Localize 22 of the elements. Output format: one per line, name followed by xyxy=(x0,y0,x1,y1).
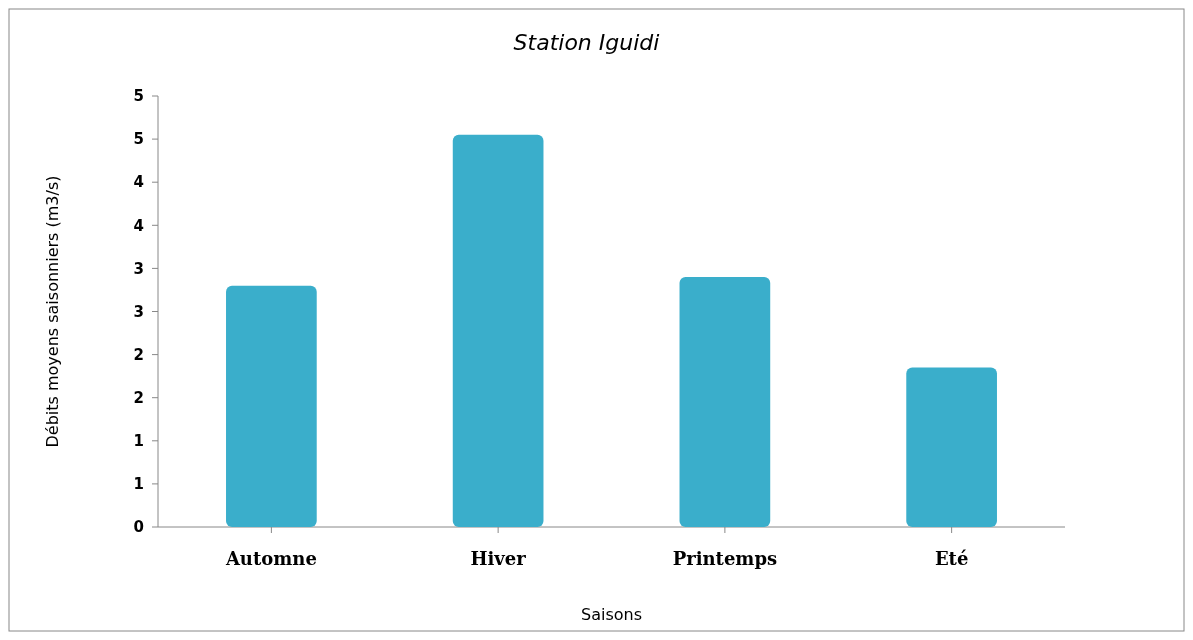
y-tick-label: 3 xyxy=(133,259,144,278)
bar xyxy=(679,277,771,527)
y-tick-label: 4 xyxy=(133,216,144,235)
y-tick-label: 1 xyxy=(133,475,144,494)
y-tick-label: 1 xyxy=(133,432,144,451)
y-axis-title: Débits moyens saisonniers (m3/s) xyxy=(43,175,62,448)
y-tick-label: 5 xyxy=(133,87,144,106)
x-tick-label: Printemps xyxy=(672,548,778,569)
x-tick-label: Automne xyxy=(224,548,317,569)
y-tick-label: 3 xyxy=(133,302,144,321)
y-tick-label: 5 xyxy=(133,130,144,149)
y-tick-label: 2 xyxy=(133,345,144,364)
bar xyxy=(226,285,317,527)
x-tick-label: Eté xyxy=(934,548,969,569)
y-tick-label: 0 xyxy=(133,518,144,537)
x-axis-title: Saisons xyxy=(580,605,643,624)
bar xyxy=(906,367,997,527)
y-tick-label: 4 xyxy=(133,173,144,192)
bar xyxy=(452,134,544,527)
y-tick-label: 2 xyxy=(133,388,144,407)
x-tick-label: Hiver xyxy=(470,548,527,569)
chart-title: Station Iguidi xyxy=(513,30,660,55)
